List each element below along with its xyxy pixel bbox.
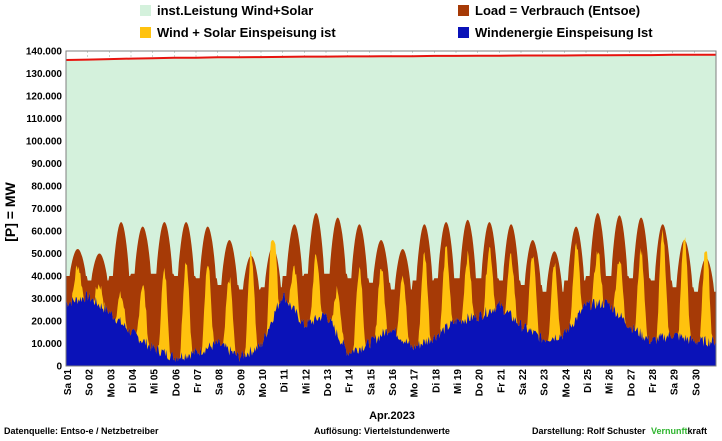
y-tick-label: 120.000 [26,92,63,103]
y-tick-label: 110.000 [26,114,62,125]
area-wind-solar [66,229,716,366]
footer-brand-a: Vernunft [651,426,688,436]
x-tick-label: So 02 [85,369,96,396]
x-tick-label: Do 20 [475,369,486,397]
x-tick-label: Mo 10 [258,369,269,398]
y-tick-label: 20.000 [31,317,62,328]
y-tick-label: 30.000 [31,294,62,305]
x-tick-label: Mi 26 [605,369,616,394]
legend-swatch-installed [140,5,151,16]
legend-swatch-windsolar [140,27,151,38]
legend-wind: Windenergie Einspeisung Ist [458,25,653,40]
line-installed [65,53,716,61]
x-tick-label: Sa 01 [63,369,74,396]
y-axis-label: [P] = MW [2,181,18,241]
y-tick-label: 0 [56,362,62,373]
y-tick-label: 100.000 [26,137,63,148]
y-tick-label: 50.000 [31,249,62,260]
legend-label-installed: inst.Leistung Wind+Solar [157,3,314,18]
x-tick-label: Mo 17 [410,369,421,398]
area-wind [66,291,716,366]
y-tick-label: 80.000 [31,182,62,193]
x-tick-label: Fr 28 [648,369,659,393]
legend-label-windsolar: Wind + Solar Einspeisung ist [157,25,336,40]
legend-installed: inst.Leistung Wind+Solar [140,3,313,18]
x-tick-labels: Sa 01 So 02 Mo 03 Di 04 Mi 05 Do 06 Fr 07 Sa 08… [63,369,702,398]
x-tick-label: Mi 12 [301,369,312,394]
y-tick-label: 130.000 [26,69,63,80]
y-tick-label: 10.000 [31,339,62,350]
x-tick-label: Di 18 [431,369,442,393]
x-tick-label: So 30 [691,369,702,396]
x-tick-label: Mo 24 [561,369,572,398]
x-tick-label: Di 11 [280,369,291,393]
x-tick-label: Di 04 [128,369,139,393]
x-tick-label: So 16 [388,369,399,396]
x-tick-label: Do 13 [323,369,334,397]
legend-windsolar: Wind + Solar Einspeisung ist [140,25,336,40]
legend-swatch-load [458,5,469,16]
y-tick-labels: 0 10.000 20.000 30.000 40.000 50.000 60.000 70.… [26,47,63,373]
y-tick-label: 60.000 [31,227,62,238]
footer-brand-b: kraft [687,426,708,436]
x-tick-label: Sa 15 [366,369,377,396]
x-tick-label: Fr 07 [193,369,204,393]
x-tick-label: Do 06 [171,369,182,397]
x-tick-label: Do 27 [626,369,637,397]
legend-label-load: Load = Verbrauch (Entsoe) [475,3,641,18]
y-tick-label: 70.000 [31,204,62,215]
legend-swatch-wind [458,27,469,38]
x-tick-label: So 09 [236,369,247,396]
y-tick-label: 90.000 [31,159,62,170]
x-axis-label: Apr.2023 [369,410,415,422]
x-tick-label: Mo 03 [106,369,117,398]
x-tick-label: Sa 08 [215,369,226,396]
footer-source: Datenquelle: Entso-e / Netzbetreiber [4,426,159,436]
x-tick-label: Mi 19 [453,369,464,394]
footer-author: Darstellung: Rolf Schuster [532,426,646,436]
legend-label-wind: Windenergie Einspeisung Ist [475,25,653,40]
y-tick-label: 40.000 [31,272,62,283]
x-tick-label: So 23 [540,369,551,396]
plot-frame [65,50,717,367]
x-tick-label: Mi 05 [150,369,161,394]
x-tick-label: Sa 29 [670,369,681,396]
x-tick-label: Di 25 [583,369,594,393]
area-series [65,53,716,367]
y-tick-label: 140.000 [26,47,63,58]
footer-resolution: Auflösung: Viertelstundenwerte [314,426,450,436]
x-tick-label: Sa 22 [518,369,529,396]
x-tick-label: Fr 21 [496,369,507,393]
x-tick-label: Fr 14 [345,369,356,393]
footer-brand: Vernunftkraft [651,426,707,436]
legend-load: Load = Verbrauch (Entsoe) [458,3,640,18]
